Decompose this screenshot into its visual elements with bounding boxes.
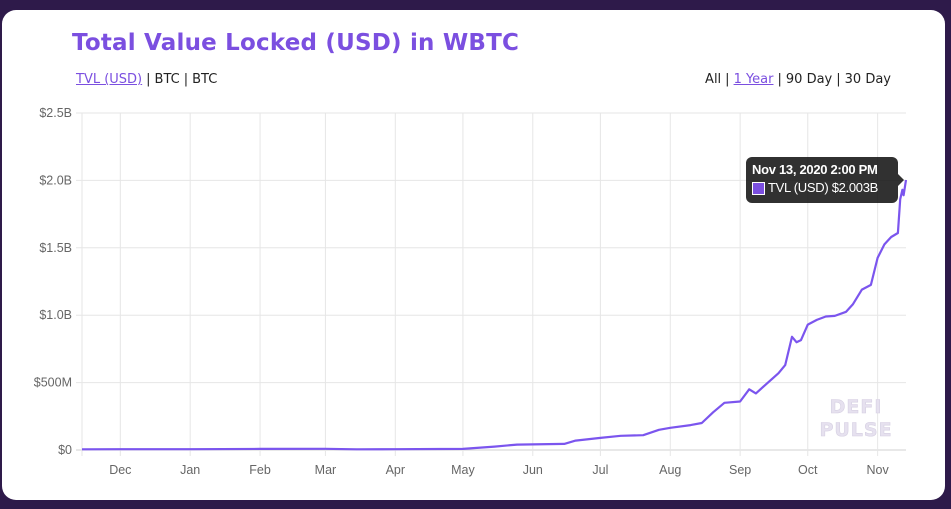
tab-btc-2[interactable]: BTC [192, 72, 218, 87]
tab-range-90-day[interactable]: 90 Day [785, 72, 833, 87]
tooltip-value: $2.003B [831, 180, 879, 195]
tab-separator: | [725, 72, 730, 87]
y-tick-label: $2.5B [39, 106, 72, 120]
range-tabs: All | 1 Year | 90 Day | 30 Day [705, 72, 891, 87]
series-color-swatch-icon [752, 181, 765, 195]
tooltip-series-label: TVL (USD) [768, 180, 829, 195]
x-tick-label: Feb [249, 463, 271, 477]
y-tick-label: $1.0B [39, 308, 72, 322]
page-title: Total Value Locked (USD) in WBTC [72, 30, 520, 56]
x-tick-label: Mar [315, 463, 337, 477]
tab-separator: | [777, 72, 782, 87]
metric-tabs: TVL (USD) | BTC | BTC [76, 72, 217, 87]
tab-separator: | [836, 72, 841, 87]
tab-separator: | [183, 72, 189, 87]
tab-btc[interactable]: BTC [154, 72, 180, 87]
y-axis: $0 $500M $1.0B $1.5B $2.0B $2.5B [34, 106, 72, 457]
x-tick-label: Jul [592, 463, 608, 477]
x-tick-label: Sep [729, 463, 751, 477]
tvl-series-line[interactable] [81, 179, 908, 451]
chart-tooltip: Nov 13, 2020 2:00 PM TVL (USD) $2.003B [746, 157, 904, 203]
tab-separator: | [146, 72, 151, 87]
chart-card [2, 10, 945, 500]
x-axis: Dec Jan Feb Mar Apr May Jun Jul Aug Sep Oct Nov [109, 463, 889, 477]
tab-range-1-year[interactable]: 1 Year [733, 72, 774, 87]
watermark-line-2: PULSE [819, 419, 892, 441]
tooltip-row: TVL (USD) $2.003B [752, 179, 892, 197]
watermark: DEFI PULSE [819, 396, 892, 442]
tab-range-all[interactable]: All [705, 72, 722, 87]
x-tick-label: Dec [109, 463, 131, 477]
tab-range-30-day[interactable]: 30 Day [844, 72, 891, 87]
x-tick-label: May [451, 463, 475, 477]
y-tick-label: $0 [58, 443, 72, 457]
y-tick-label: $500M [34, 376, 72, 390]
x-tick-label: Jan [180, 463, 200, 477]
x-tick-label: Apr [386, 463, 405, 477]
x-tick-label: Nov [867, 463, 890, 477]
y-tick-label: $1.5B [39, 241, 72, 255]
x-tick-label: Jun [523, 463, 543, 477]
x-tick-label: Oct [798, 463, 818, 477]
tab-tvl-usd[interactable]: TVL (USD) [76, 72, 143, 87]
x-tick-label: Aug [659, 463, 681, 477]
tooltip-date: Nov 13, 2020 2:00 PM [752, 162, 878, 177]
grid [76, 112, 906, 456]
watermark-line-1: DEFI [830, 396, 883, 418]
y-tick-label: $2.0B [39, 173, 72, 187]
